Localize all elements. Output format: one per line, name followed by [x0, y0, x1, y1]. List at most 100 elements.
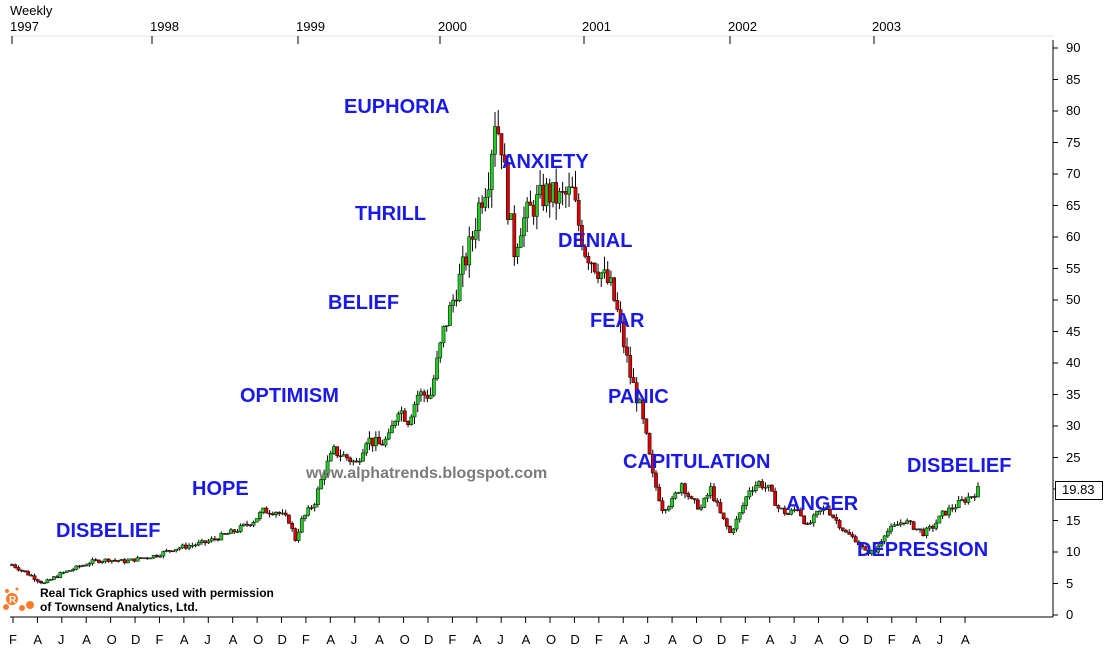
candle-up: [535, 194, 539, 217]
candle-down: [724, 518, 729, 527]
candle-up: [431, 378, 436, 396]
candle-down: [184, 544, 188, 549]
month-tick-label: F: [594, 632, 603, 647]
candle-down: [853, 536, 858, 543]
candle-up: [190, 545, 195, 547]
month-tick-label: D: [131, 632, 141, 647]
month-tick-label: A: [179, 632, 189, 647]
month-tick-label: F: [9, 632, 17, 647]
y-tick-label: 90: [1066, 40, 1081, 55]
annotation-optimism: OPTIMISM: [240, 385, 339, 407]
y-tick-label: 70: [1066, 166, 1081, 181]
candle-up: [895, 524, 900, 526]
candle-down: [837, 520, 842, 529]
candle-up: [663, 509, 668, 511]
y-tick-label: 0: [1066, 607, 1074, 622]
candle-up: [312, 504, 317, 508]
candle-down: [857, 541, 861, 546]
candle-down: [338, 455, 343, 458]
month-tick-label: O: [692, 632, 703, 647]
candle-down: [502, 154, 507, 163]
candle-down: [641, 399, 645, 420]
y-tick-label: 45: [1066, 323, 1081, 339]
year-tick-label: 2002: [728, 19, 757, 34]
candle-down: [902, 522, 906, 525]
candle-up: [90, 559, 95, 564]
candle-up: [415, 394, 420, 405]
period-label: Weekly: [10, 3, 53, 18]
candle-down: [911, 521, 916, 530]
annotation-depression: DEPRESSION: [857, 539, 989, 561]
candle-up: [45, 579, 50, 584]
candle-down: [589, 262, 594, 265]
candle-up: [670, 498, 674, 507]
candle-up: [71, 569, 76, 571]
year-tick-label: 1998: [150, 19, 179, 34]
candle-down: [586, 256, 591, 264]
candle-up: [609, 277, 613, 283]
candle-up: [435, 357, 439, 380]
candle-down: [654, 472, 658, 488]
candle-down: [547, 183, 552, 203]
candle-up: [151, 555, 156, 559]
candle-up: [187, 545, 191, 549]
candle-up: [319, 479, 323, 490]
candle-down: [696, 499, 700, 510]
svg-text:R: R: [9, 595, 17, 606]
candle-down: [480, 202, 484, 208]
candle-up: [551, 182, 555, 203]
y-tick-label: 35: [1066, 386, 1081, 402]
candle-down: [692, 498, 697, 501]
candle-down: [592, 262, 597, 273]
candle-down: [644, 418, 649, 434]
credit-line-1: Real Tick Graphics used with permission: [40, 586, 274, 600]
candle-up: [316, 488, 320, 505]
candle-up: [61, 572, 66, 574]
candle-down: [348, 457, 352, 462]
candle-up: [428, 394, 433, 399]
month-tick-label: A: [765, 632, 775, 647]
candle-up: [766, 484, 771, 488]
candle-down: [106, 558, 111, 562]
candle-up: [164, 550, 169, 552]
candle-up: [544, 183, 549, 207]
candle-down: [290, 523, 294, 529]
candle-down: [625, 346, 629, 356]
candle-down: [167, 550, 172, 552]
candle-up: [567, 186, 571, 195]
candle-down: [860, 544, 864, 547]
candle-down: [16, 567, 21, 571]
month-tick-label: F: [741, 632, 750, 647]
candle-down: [499, 133, 504, 156]
candle-down: [618, 309, 623, 323]
candle-up: [158, 555, 162, 558]
candle-down: [728, 526, 732, 533]
year-tick-label: 2001: [582, 19, 611, 34]
month-tick-label: A: [814, 632, 824, 647]
candle-up: [779, 507, 784, 510]
month-tick-label: A: [326, 632, 335, 647]
candle-up: [251, 521, 256, 526]
month-tick-label: J: [497, 632, 504, 647]
year-tick-label: 2003: [872, 19, 901, 34]
candle-up: [322, 473, 327, 480]
candle-down: [554, 182, 559, 204]
candle-down: [464, 256, 468, 266]
candle-down: [850, 534, 855, 537]
candle-down: [580, 225, 584, 247]
candle-down: [721, 512, 726, 520]
candle-up: [763, 486, 768, 489]
candle-up: [889, 525, 893, 532]
candle-up: [303, 514, 307, 519]
candle-down: [113, 559, 117, 562]
candle-down: [377, 436, 381, 445]
candle-down: [345, 454, 349, 459]
candle-up: [969, 496, 974, 498]
realtick-logo: R: [3, 587, 34, 611]
candle-up: [750, 490, 755, 492]
candle-down: [335, 446, 340, 457]
candle-down: [19, 569, 24, 572]
candle-up: [196, 542, 201, 546]
candle-up: [976, 486, 980, 498]
candle-down: [402, 410, 407, 422]
